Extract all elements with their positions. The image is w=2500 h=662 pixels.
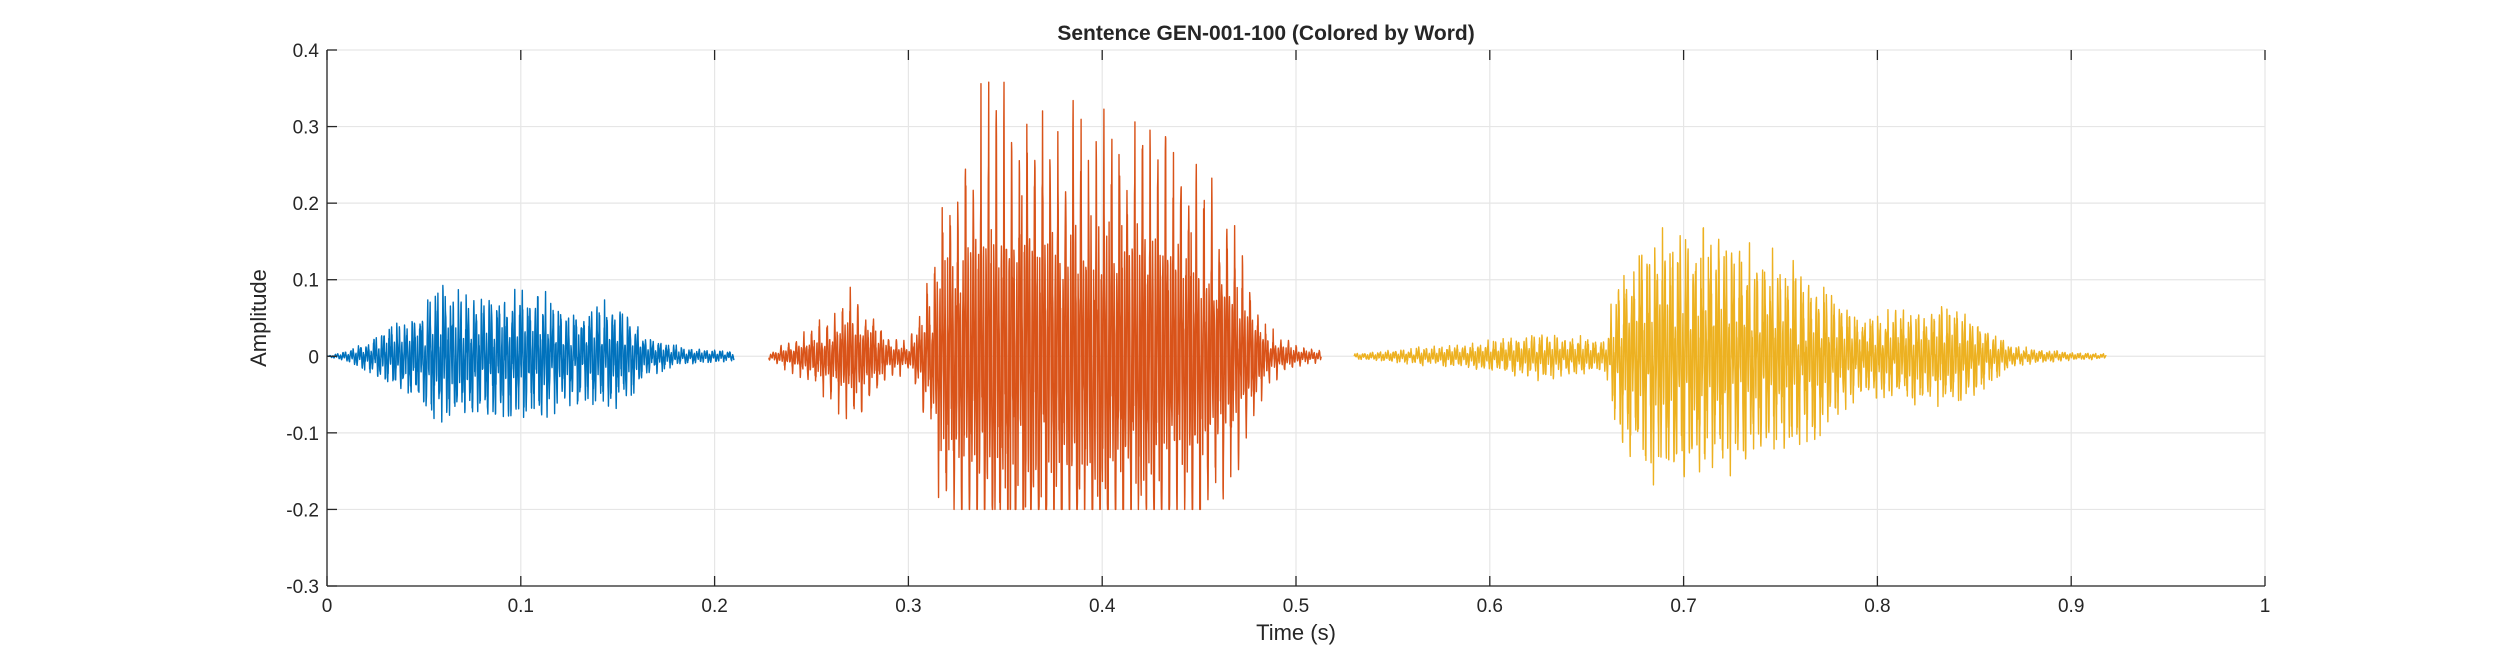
y-tick-label: 0.2 bbox=[293, 194, 319, 215]
x-tick-label: 0.3 bbox=[895, 596, 921, 617]
x-tick-label: 0.4 bbox=[1089, 596, 1116, 617]
y-tick-label: 0 bbox=[308, 347, 319, 368]
x-tick-label: 0.9 bbox=[2058, 596, 2084, 617]
y-axis-label: Amplitude bbox=[246, 269, 271, 367]
x-tick-label: 0.2 bbox=[701, 596, 727, 617]
x-tick-label: 1 bbox=[2260, 596, 2271, 617]
waveform-series-1 bbox=[326, 284, 735, 423]
chart-title: Sentence GEN-001-100 (Colored by Word) bbox=[1057, 22, 1474, 45]
x-tick-label: 0.7 bbox=[1670, 596, 1696, 617]
y-tick-label: -0.1 bbox=[286, 424, 319, 445]
axes: 0 0.1 0.2 0.3 0.4 0.5 0.6 0.7 0.8 0.9 1 -0.3 -0.2 -0.… bbox=[286, 41, 2270, 617]
x-tick-label: 0 bbox=[322, 596, 333, 617]
x-axis-label: Time (s) bbox=[1256, 620, 1336, 645]
x-tick-label: 0.8 bbox=[1864, 596, 1890, 617]
y-tick-label: -0.3 bbox=[286, 577, 319, 598]
waveform-series-2 bbox=[768, 81, 1322, 511]
y-tick-label: 0.3 bbox=[293, 118, 319, 139]
series-layer bbox=[326, 81, 2107, 511]
x-tick-label: 0.1 bbox=[508, 596, 534, 617]
y-tick-label: -0.2 bbox=[286, 500, 319, 521]
x-tick-label: 0.6 bbox=[1477, 596, 1503, 617]
y-tick-label: 0.4 bbox=[293, 41, 320, 62]
y-tick-label: 0.1 bbox=[293, 271, 319, 292]
grid bbox=[326, 49, 2266, 587]
waveform-series-3 bbox=[1353, 227, 2107, 486]
x-tick-label: 0.5 bbox=[1283, 596, 1309, 617]
